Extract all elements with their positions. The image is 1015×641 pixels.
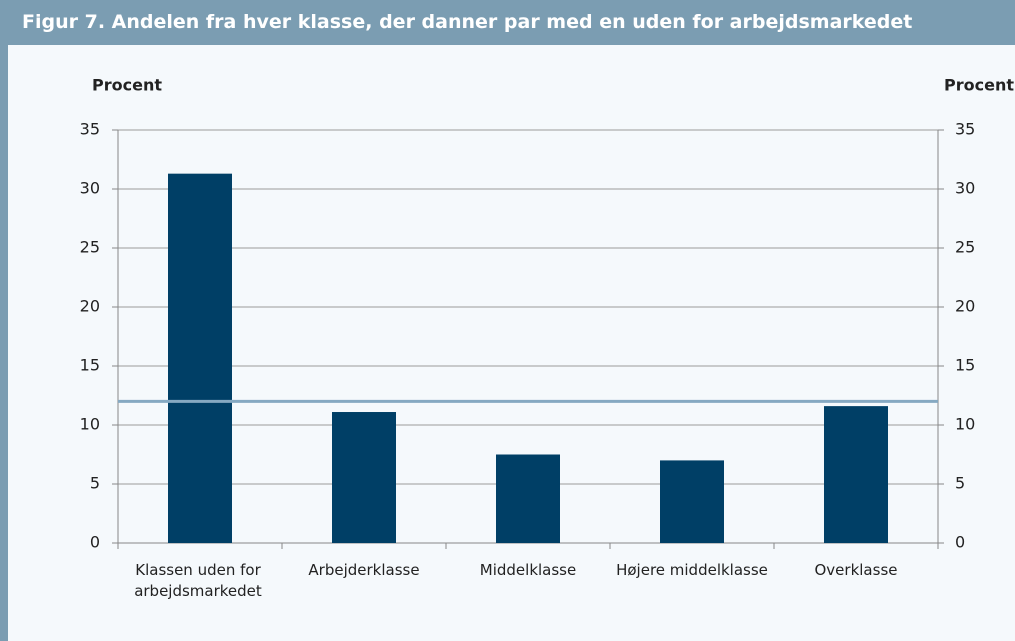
y-tick-label: 0 (90, 533, 100, 552)
y2-tick-label: 25 (955, 238, 975, 257)
y2-tick-label: 15 (955, 356, 975, 375)
side-strip (0, 45, 8, 641)
bar (496, 454, 560, 543)
y-tick-label: 30 (80, 179, 100, 198)
y-tick-label: 10 (80, 415, 100, 434)
y-tick-label: 35 (80, 120, 100, 139)
bar (332, 412, 396, 543)
bar (168, 173, 232, 543)
y2-tick-label: 30 (955, 179, 975, 198)
y2-tick-label: 0 (955, 533, 965, 552)
bar (824, 406, 888, 543)
y2-tick-label: 5 (955, 474, 965, 493)
chart-title: Figur 7. Andelen fra hver klasse, der da… (0, 0, 1015, 45)
y-tick-label: 5 (90, 474, 100, 493)
y-tick-label: 25 (80, 238, 100, 257)
y-axis-label: Procent (92, 76, 162, 95)
y2-axis-label: Procent (944, 76, 1014, 95)
x-tick-label: Højere middelklasse (616, 561, 768, 579)
x-tick-label: Overklasse (814, 561, 898, 579)
y2-tick-label: 35 (955, 120, 975, 139)
bar (660, 460, 724, 543)
x-tick-label: Arbejderklasse (308, 561, 420, 579)
y2-tick-label: 20 (955, 297, 975, 316)
x-tick-label: Middelklasse (479, 561, 577, 579)
y-tick-label: 20 (80, 297, 100, 316)
y2-tick-label: 10 (955, 415, 975, 434)
y-tick-label: 15 (80, 356, 100, 375)
x-tick-label: Klassen uden for arbejdsmarkedet (134, 561, 262, 600)
